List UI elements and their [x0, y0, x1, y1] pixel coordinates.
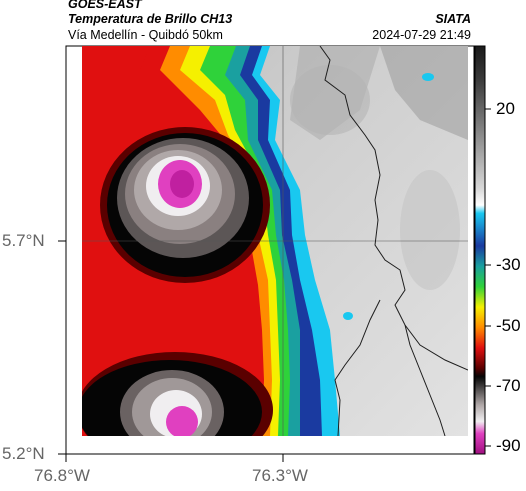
- timestamp-label: 2024-07-29 21:49: [372, 28, 471, 42]
- x-tick-label: 76.3°W: [252, 466, 308, 485]
- y-tick-label: 5.2°N: [2, 444, 45, 463]
- colorbar: [474, 45, 491, 455]
- y-tick-label: 5.7°N: [2, 231, 45, 250]
- colorbar-tick-label: 20: [496, 99, 515, 118]
- colorbar-tick-label: -90: [496, 436, 521, 455]
- x-tick-label: 76.8°W: [34, 466, 90, 485]
- colorbar-tick-label: -30: [496, 255, 521, 274]
- region-title: Vía Medellín - Quibdó 50km: [68, 28, 223, 42]
- colorbar-tick-label: -50: [496, 316, 521, 335]
- product-title: Temperatura de Brillo CH13: [68, 12, 233, 26]
- imagery-layer: [82, 46, 468, 436]
- satellite-title: GOES-EAST: [68, 0, 142, 11]
- source-label: SIATA: [435, 12, 471, 26]
- colorbar-tick-label: -70: [496, 376, 521, 395]
